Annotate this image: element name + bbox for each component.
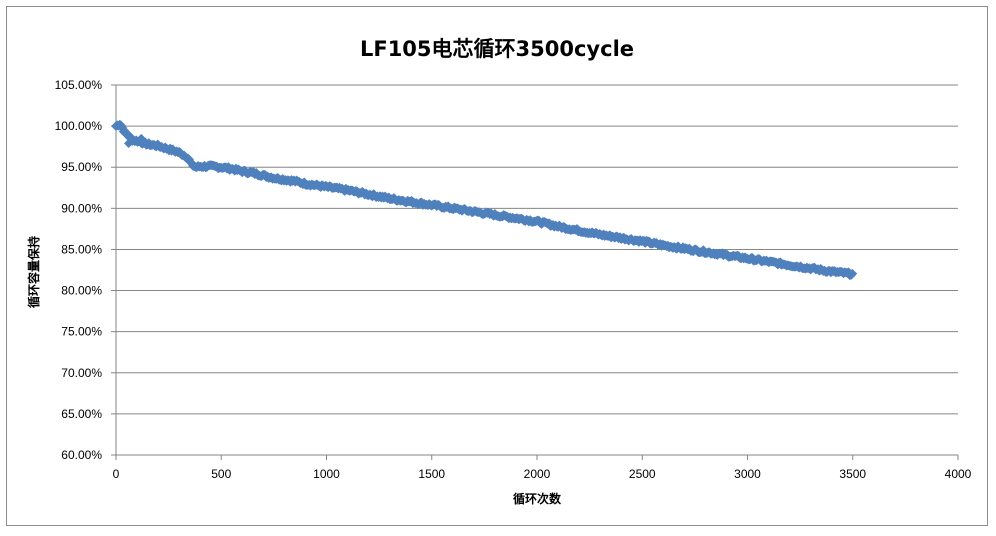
x-axis-label: 循环次数 — [513, 491, 562, 506]
x-tick-label: 500 — [211, 467, 231, 481]
y-tick-label: 90.00% — [61, 201, 102, 215]
y-tick-label: 75.00% — [61, 325, 102, 339]
chart-title: LF105电芯循环3500cycle — [360, 37, 634, 61]
y-tick-label: 100.00% — [55, 119, 103, 133]
y-tick-label: 65.00% — [61, 407, 102, 421]
x-tick-label: 0 — [113, 467, 120, 481]
y-tick-labels: 60.00% 65.00% 70.00% 75.00% 80.00% 85.00% 90.0… — [55, 78, 103, 462]
y-tick-label: 85.00% — [61, 242, 102, 256]
data-point — [136, 133, 146, 144]
x-tick-label: 2000 — [524, 467, 551, 481]
y-tick-label: 70.00% — [61, 366, 102, 380]
data-points — [111, 119, 858, 281]
y-axis-label: 循环容量保持 — [26, 236, 41, 308]
axes — [111, 84, 959, 460]
x-tick-label: 3000 — [734, 467, 761, 481]
gridlines — [116, 84, 958, 415]
y-tick-label: 80.00% — [61, 284, 102, 298]
data-point — [847, 268, 858, 279]
x-tick-label: 3500 — [839, 467, 866, 481]
x-tick-labels: 0 500 1000 1500 2000 2500 3000 3500 4000 — [113, 467, 972, 481]
y-tick-label: 95.00% — [61, 160, 102, 174]
x-tick-label: 4000 — [945, 467, 972, 481]
x-tick-label: 1500 — [418, 467, 445, 481]
y-tick-label: 105.00% — [55, 78, 103, 92]
y-tick-label: 60.00% — [61, 448, 102, 462]
x-tick-label: 2500 — [629, 467, 656, 481]
data-point — [127, 136, 137, 146]
x-tick-label: 1000 — [313, 467, 340, 481]
